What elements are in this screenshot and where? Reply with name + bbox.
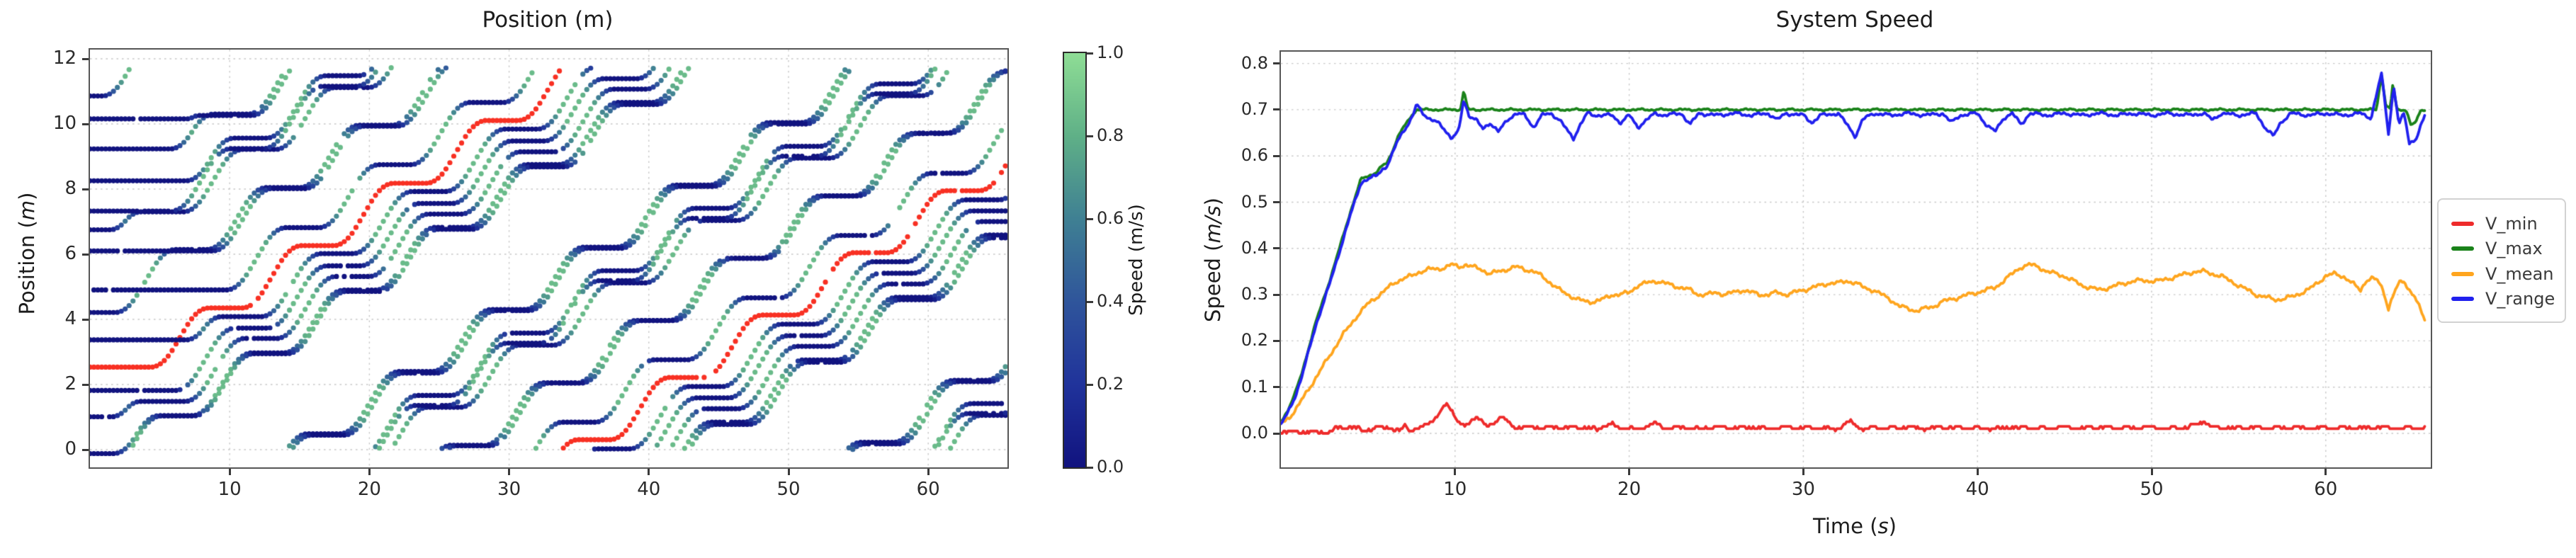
right-y-tick-label: 0.6 xyxy=(1241,145,1268,166)
right-y-tick xyxy=(1273,108,1279,111)
right-x-tick-label: 10 xyxy=(1443,479,1467,500)
legend: V_min V_max V_mean V_range xyxy=(2437,198,2566,323)
system-speed-canvas xyxy=(1281,52,2431,467)
left-y-tick-label: 0 xyxy=(64,438,77,460)
legend-item-v_min: V_min xyxy=(2451,211,2550,237)
colorbar-tick-label: 1.0 xyxy=(1097,42,1124,62)
right-y-tick-label: 0.7 xyxy=(1241,98,1268,119)
colorbar-gradient-canvas xyxy=(1064,53,1085,467)
legend-label: V_mean xyxy=(2485,263,2554,284)
colorbar-tick-label: 0.4 xyxy=(1097,291,1124,311)
left-y-tick xyxy=(82,448,89,451)
right-x-tick xyxy=(1802,469,1804,475)
left-x-tick xyxy=(927,469,930,475)
left-x-tick-label: 20 xyxy=(357,479,381,500)
colorbar-tick xyxy=(1087,300,1093,303)
right-y-tick xyxy=(1273,247,1279,250)
right-x-tick-label: 30 xyxy=(1791,479,1815,500)
left-x-tick xyxy=(368,469,371,475)
right-y-tick xyxy=(1273,154,1279,157)
legend-label: V_max xyxy=(2485,239,2543,259)
right-x-tick-label: 50 xyxy=(2140,479,2164,500)
right-y-tick-label: 0.5 xyxy=(1241,191,1268,212)
left-x-tick-label: 50 xyxy=(776,479,801,500)
right-y-tick xyxy=(1273,62,1279,65)
right-y-tick-label: 0.2 xyxy=(1241,330,1268,351)
right-y-tick xyxy=(1273,201,1279,203)
legend-item-v_range: V_range xyxy=(2451,287,2555,312)
colorbar-tick-label: 0.2 xyxy=(1097,374,1124,394)
colorbar-tick-label: 0.0 xyxy=(1097,457,1124,477)
left-y-tick xyxy=(82,123,89,125)
left-y-tick xyxy=(82,253,89,256)
left-y-tick-label: 8 xyxy=(64,178,77,199)
right-x-tick xyxy=(1628,469,1631,475)
colorbar xyxy=(1063,52,1087,469)
left-x-tick xyxy=(508,469,511,475)
position-trajectory-canvas xyxy=(90,50,1007,467)
legend-label: V_range xyxy=(2485,289,2555,309)
right-x-tick xyxy=(2324,469,2327,475)
colorbar-tick xyxy=(1087,466,1093,469)
legend-swatch xyxy=(2451,246,2474,251)
right-x-tick-label: 20 xyxy=(1617,479,1642,500)
legend-item-v_max: V_max xyxy=(2451,237,2550,262)
left-plot-title: Position (m) xyxy=(482,7,614,33)
left-y-tick-label: 6 xyxy=(64,243,77,264)
left-x-tick-label: 40 xyxy=(637,479,661,500)
colorbar-tick xyxy=(1087,217,1093,220)
left-y-tick-label: 2 xyxy=(64,373,77,394)
left-x-tick-label: 60 xyxy=(916,479,940,500)
left-x-tick-label: 30 xyxy=(497,479,521,500)
left-y-tick xyxy=(82,188,89,190)
left-x-tick xyxy=(228,469,231,475)
left-y-tick-label: 12 xyxy=(52,47,77,69)
left-plot xyxy=(89,48,1009,469)
left-y-tick xyxy=(82,57,89,60)
right-y-tick-label: 0.1 xyxy=(1241,376,1268,397)
colorbar-label: Speed (m/s) xyxy=(1126,204,1147,316)
right-x-axis-label: Time (s) xyxy=(1813,514,1897,538)
right-x-tick xyxy=(1976,469,1979,475)
right-plot xyxy=(1279,50,2432,469)
colorbar-tick xyxy=(1087,135,1093,137)
right-y-tick xyxy=(1273,386,1279,389)
left-y-tick-label: 4 xyxy=(64,308,77,329)
right-x-tick xyxy=(2150,469,2153,475)
right-x-tick-label: 40 xyxy=(1965,479,1989,500)
left-y-tick xyxy=(82,318,89,321)
legend-label: V_min xyxy=(2485,213,2538,234)
right-y-tick xyxy=(1273,293,1279,296)
legend-swatch xyxy=(2451,221,2474,226)
right-y-tick xyxy=(1273,339,1279,342)
right-plot-title: System Speed xyxy=(1775,7,1934,33)
left-x-tick-label: 10 xyxy=(218,479,242,500)
legend-swatch xyxy=(2451,271,2474,276)
right-x-tick-label: 60 xyxy=(2314,479,2338,500)
right-y-tick-label: 0.8 xyxy=(1241,52,1268,73)
right-y-tick xyxy=(1273,432,1279,435)
right-y-axis-label: Speed (m/s) xyxy=(1201,198,1225,322)
left-y-tick xyxy=(82,383,89,386)
right-y-tick-label: 0.4 xyxy=(1241,237,1268,258)
legend-item-v_mean: V_mean xyxy=(2451,261,2554,287)
colorbar-tick-label: 0.8 xyxy=(1097,125,1124,145)
colorbar-tick-label: 0.6 xyxy=(1097,208,1124,228)
left-x-tick xyxy=(787,469,790,475)
right-y-tick-label: 0.0 xyxy=(1241,423,1268,443)
colorbar-tick xyxy=(1087,52,1093,55)
right-y-tick-label: 0.3 xyxy=(1241,284,1268,304)
legend-swatch xyxy=(2451,297,2474,302)
left-y-tick-label: 10 xyxy=(52,113,77,134)
colorbar-tick xyxy=(1087,383,1093,386)
right-x-tick xyxy=(1454,469,1457,475)
left-x-tick xyxy=(648,469,650,475)
